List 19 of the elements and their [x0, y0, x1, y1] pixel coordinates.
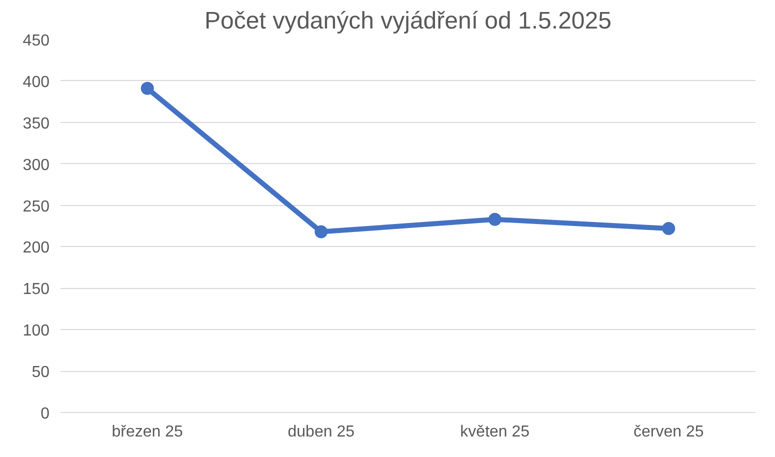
x-tick-label: duben 25 — [288, 424, 355, 440]
chart-title: Počet vydaných vyjádření od 1.5.2025 — [204, 8, 612, 34]
y-tick-label: 300 — [22, 156, 50, 174]
y-tick-label: 250 — [22, 198, 50, 216]
y-tick-label: 50 — [32, 364, 50, 382]
x-tick-label: březen 25 — [112, 424, 184, 440]
y-tick-label: 450 — [22, 32, 50, 50]
point — [662, 222, 676, 235]
x-tick-label: květen 25 — [460, 424, 530, 440]
y-tick-label: 350 — [22, 115, 50, 132]
point — [314, 225, 328, 238]
x-tick-label: červen 25 — [633, 424, 704, 440]
y-tick-label: 0 — [40, 406, 50, 422]
y-tick-label: 400 — [22, 74, 50, 91]
y-tick-label: 100 — [22, 322, 50, 340]
point — [488, 212, 502, 226]
point — [140, 82, 154, 95]
y-tick-label: 200 — [22, 240, 50, 257]
y-tick-label: 150 — [22, 281, 50, 298]
